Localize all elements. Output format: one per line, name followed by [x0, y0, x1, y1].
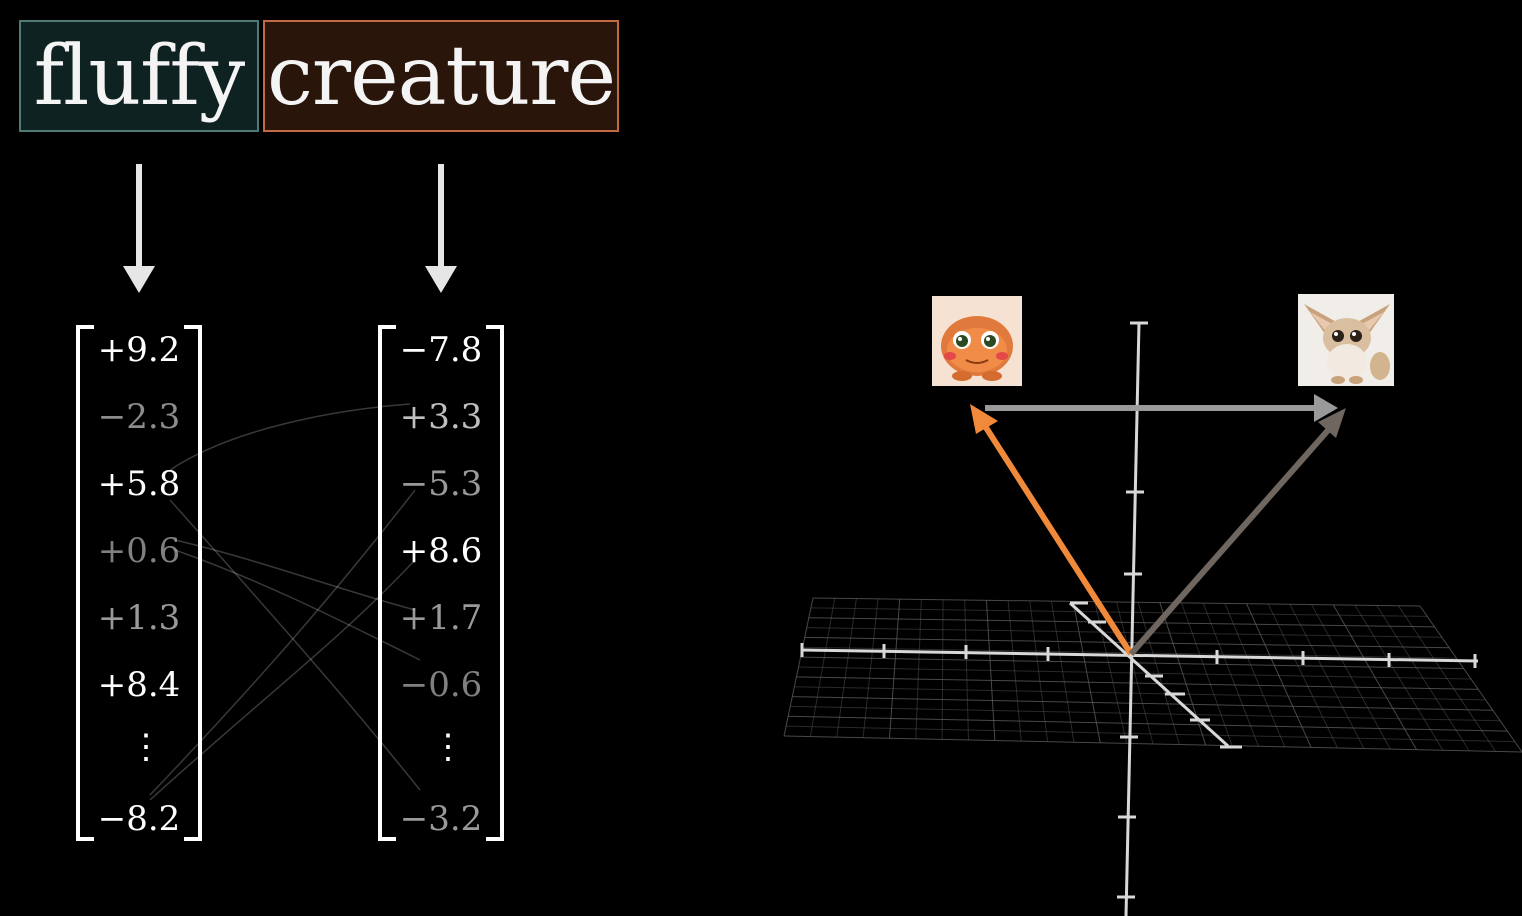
grid-line	[1029, 600, 1049, 742]
creature-image-right	[1298, 294, 1394, 386]
vector-fluffy-entry: +5.8	[97, 464, 181, 504]
grid-line	[810, 607, 1428, 617]
axis-z	[1068, 601, 1242, 749]
grid-line	[985, 600, 996, 741]
vector-creature-entry: −3.2	[399, 799, 483, 839]
vector-orange	[970, 404, 1134, 656]
grid-line	[1311, 604, 1391, 750]
vector-creature-entry: −7.8	[399, 330, 483, 370]
grid-line	[1332, 604, 1418, 750]
grid-line	[1116, 601, 1154, 745]
vector-fluffy-entry: +0.6	[97, 531, 181, 571]
creature-image-left	[932, 296, 1022, 386]
grid-line	[783, 597, 814, 737]
axis-x	[800, 643, 1479, 668]
connection-lines	[149, 403, 421, 801]
grid-line	[1397, 605, 1497, 752]
token-creature: creature	[263, 20, 619, 132]
vector-fluffy-entry: −2.3	[97, 397, 181, 437]
vector-creature-ellipsis: ⋮	[431, 727, 465, 767]
grid-line	[1224, 603, 1286, 748]
vector-fluffy-ellipsis: ⋮	[129, 727, 163, 767]
grid-line	[1376, 605, 1470, 752]
token-fluffy: fluffy	[19, 20, 259, 132]
grid-line	[806, 627, 1442, 638]
grid-line	[788, 715, 1508, 732]
grid-line	[964, 599, 969, 741]
grid-line	[1181, 602, 1233, 746]
vector-creature-entry: +3.3	[399, 397, 483, 437]
vector-creature-entry: −5.3	[399, 464, 483, 504]
vector-fluffy-entry: +1.3	[97, 598, 181, 638]
grid-line	[1354, 604, 1444, 751]
grid-line	[796, 676, 1479, 690]
grid-line	[1137, 602, 1180, 745]
bracket-fluffy	[76, 325, 202, 841]
grid-line	[941, 599, 944, 740]
vector-difference	[985, 394, 1338, 422]
down-arrow-fluffy	[123, 164, 155, 293]
down-arrow-creature	[425, 164, 457, 293]
grid-line	[1289, 604, 1365, 749]
grid-line	[786, 725, 1515, 743]
vector-creature-entry: +8.6	[399, 531, 483, 571]
grid-line	[888, 599, 901, 739]
grid-line	[1072, 601, 1101, 743]
grid-line	[1419, 605, 1522, 753]
grid-line	[1094, 601, 1128, 744]
grid-line	[1007, 600, 1022, 742]
grid-line	[1050, 601, 1075, 743]
vector-brown	[1128, 408, 1346, 656]
axis-y	[1117, 321, 1148, 916]
grid-line	[792, 696, 1493, 711]
grid-line	[790, 705, 1501, 722]
grid-line	[798, 666, 1472, 680]
vector-fluffy-entry: +8.4	[97, 665, 181, 705]
grid-line	[783, 735, 1522, 753]
grid-line	[1246, 603, 1312, 748]
grid-line	[1202, 602, 1259, 747]
grid-line	[915, 599, 922, 739]
bracket-creature	[378, 325, 504, 841]
grid-line	[862, 598, 879, 738]
vector-creature-entry: +1.7	[399, 598, 483, 638]
grid-line	[1267, 603, 1338, 749]
grid-line	[812, 597, 1421, 607]
grid-line	[794, 686, 1486, 701]
grid-line	[809, 598, 836, 737]
grid-line	[808, 617, 1435, 628]
grid-line	[836, 598, 857, 738]
vector-creature-entry: −0.6	[399, 665, 483, 705]
vector-fluffy-entry: +9.2	[97, 330, 181, 370]
vector-fluffy-entry: −8.2	[97, 799, 181, 839]
